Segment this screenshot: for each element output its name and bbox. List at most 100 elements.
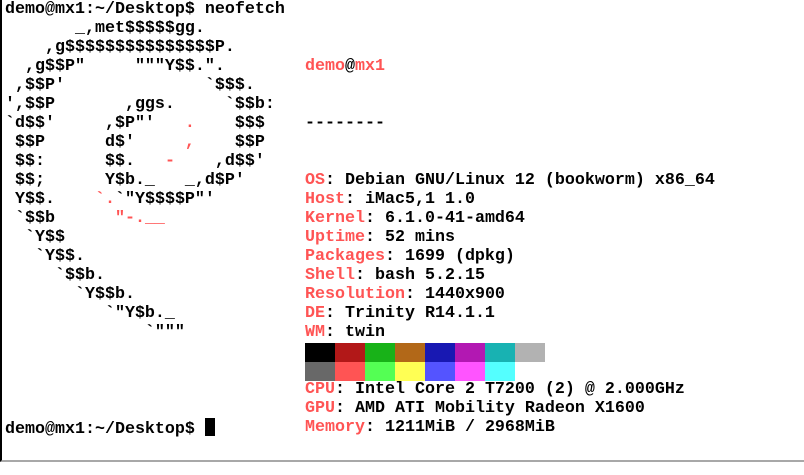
- info-value: 1211MiB / 2968MiB: [384, 418, 555, 437]
- color-swatch: [425, 343, 455, 362]
- color-swatch: [455, 362, 485, 381]
- info-label: Memory: [305, 418, 365, 437]
- color-swatch: [305, 362, 335, 381]
- color-swatch: [485, 362, 515, 381]
- color-swatch: [365, 362, 395, 381]
- colon: :: [364, 228, 385, 247]
- info-label: DE: [305, 304, 325, 323]
- ascii-art-line: $$; Y$b._ _,d$P': [5, 171, 275, 190]
- colon: :: [325, 323, 345, 342]
- info-label: Host: [305, 190, 345, 209]
- ascii-art-segment: -: [164, 152, 175, 171]
- info-row-uptime: Uptime: 52 mins: [305, 228, 715, 247]
- ascii-art-segment: $$; Y$b._ _,d$P': [5, 171, 245, 190]
- info-label: Uptime: [305, 228, 365, 247]
- ascii-art-segment: $$P: [194, 133, 265, 152]
- ascii-art-segment: `"Y$$$$P"': [114, 190, 215, 209]
- ascii-art-line: $$: $$. - ,d$$': [5, 152, 275, 171]
- ascii-art-segment: ,g$$P" """Y$$.".: [5, 57, 225, 76]
- ascii-art-line: `d$$' ,$P"' . $$$: [5, 114, 275, 133]
- info-row-wm: WM: twin: [305, 323, 715, 342]
- info-value: 1699 (dpkg): [404, 247, 515, 266]
- terminal-window[interactable]: demo@mx1:~/Desktop$ neofetch _,met$$$$$g…: [0, 0, 804, 462]
- info-value: bash 5.2.15: [374, 266, 485, 285]
- ascii-art-segment: `Y$$: [5, 228, 65, 247]
- info-row-gpu: GPU: AMD ATI Mobility Radeon X1600: [305, 399, 715, 418]
- info-row-host: Host: iMac5,1 1.0: [305, 190, 715, 209]
- ascii-art-segment: `$$b: [5, 209, 115, 228]
- info-value: 6.1.0-41-amd64: [384, 209, 525, 228]
- info-value: iMac5,1 1.0: [364, 190, 475, 209]
- info-value: Trinity R14.1.1: [345, 304, 495, 323]
- color-swatch: [425, 362, 455, 381]
- ascii-art-segment: `$$b.: [5, 266, 105, 285]
- prompt: demo@mx1:~/Desktop$: [5, 0, 195, 19]
- info-label: Packages: [305, 247, 385, 266]
- color-swatch: [335, 362, 365, 381]
- ascii-art-line: _,met$$$$$gg.: [5, 19, 275, 38]
- info-row-os: OS: Debian GNU/Linux 12 (bookworm) x86_6…: [305, 171, 715, 190]
- info-value: twin: [345, 323, 385, 342]
- ascii-art-segment: $$P d$': [5, 133, 185, 152]
- ascii-art-segment: Y$$.: [5, 190, 95, 209]
- ascii-art-segment: `.: [94, 190, 115, 209]
- ascii-art-line: ,$$P' `$$$.: [5, 76, 275, 95]
- colon: :: [354, 266, 375, 285]
- info-row-shell: Shell: bash 5.2.15: [305, 266, 715, 285]
- info-label: Kernel: [305, 209, 365, 228]
- ascii-art-segment: ,g$$$$$$$$$$$$$$$P.: [5, 38, 235, 57]
- ascii-art-segment: "-.__: [114, 209, 165, 228]
- command-line: demo@mx1:~/Desktop$ neofetch: [5, 0, 285, 19]
- ascii-art-line: ',$$P ,ggs. `$$b:: [5, 95, 275, 114]
- ascii-art-segment: `""": [5, 323, 185, 342]
- ascii-art-segment: `d$$' ,$P"': [5, 114, 185, 133]
- colon: :: [325, 304, 345, 323]
- colon: :: [335, 399, 355, 418]
- ascii-art-segment: ,d$$': [174, 152, 265, 171]
- info-value: Debian GNU/Linux 12 (bookworm) x86_64: [345, 171, 715, 190]
- color-swatch: [455, 343, 485, 362]
- colon: :: [325, 171, 345, 190]
- colon: :: [344, 190, 365, 209]
- palette-normal-row: [305, 343, 545, 362]
- info-label: GPU: [305, 399, 335, 418]
- color-swatch: [305, 343, 335, 362]
- ascii-art-line: `Y$$.: [5, 247, 275, 266]
- ascii-art-line: `Y$$b.: [5, 285, 275, 304]
- color-palette: [305, 343, 545, 381]
- info-value: 52 mins: [384, 228, 455, 247]
- final-prompt: demo@mx1:~/Desktop$: [5, 420, 195, 439]
- info-label: CPU: [305, 380, 335, 399]
- ascii-art-segment: ,: [184, 133, 195, 152]
- palette-bright-row: [305, 362, 545, 381]
- ascii-art-segment: `Y$$.: [5, 247, 85, 266]
- at-sign: @: [344, 57, 355, 76]
- ascii-art-segment: _,met$$$$$gg.: [5, 19, 205, 38]
- info-label: Resolution: [305, 285, 405, 304]
- ascii-art-line: ,g$$$$$$$$$$$$$$$P.: [5, 38, 275, 57]
- final-prompt-line[interactable]: demo@mx1:~/Desktop$: [5, 418, 215, 439]
- info-value: Intel Core 2 T7200 (2) @ 2.000GHz: [355, 380, 685, 399]
- info-row-de: DE: Trinity R14.1.1: [305, 304, 715, 323]
- text-cursor: [204, 418, 215, 436]
- info-row-packages: Packages: 1699 (dpkg): [305, 247, 715, 266]
- ascii-art-segment: $$: $$.: [5, 152, 165, 171]
- ascii-art-segment: $$$: [194, 114, 265, 133]
- color-swatch: [395, 362, 425, 381]
- colon: :: [364, 418, 385, 437]
- color-swatch: [515, 343, 545, 362]
- info-row-kernel: Kernel: 6.1.0-41-amd64: [305, 209, 715, 228]
- user-name: demo: [305, 57, 345, 76]
- user-host-title: demo@mx1: [305, 57, 715, 76]
- host-name: mx1: [354, 57, 385, 76]
- ascii-art-line: $$P d$' , $$P: [5, 133, 275, 152]
- ascii-art-segment: .: [184, 114, 195, 133]
- info-row-cpu: CPU: Intel Core 2 T7200 (2) @ 2.000GHz: [305, 380, 715, 399]
- ascii-art-line: Y$$. `.`"Y$$$$P"': [5, 190, 275, 209]
- color-swatch: [335, 343, 365, 362]
- info-label: OS: [305, 171, 325, 190]
- ascii-art-segment: `"Y$b._: [5, 304, 175, 323]
- ascii-art-segment: ,$$P' `$$$.: [5, 76, 255, 95]
- ascii-art-line: `$$b.: [5, 266, 275, 285]
- colon: :: [335, 380, 355, 399]
